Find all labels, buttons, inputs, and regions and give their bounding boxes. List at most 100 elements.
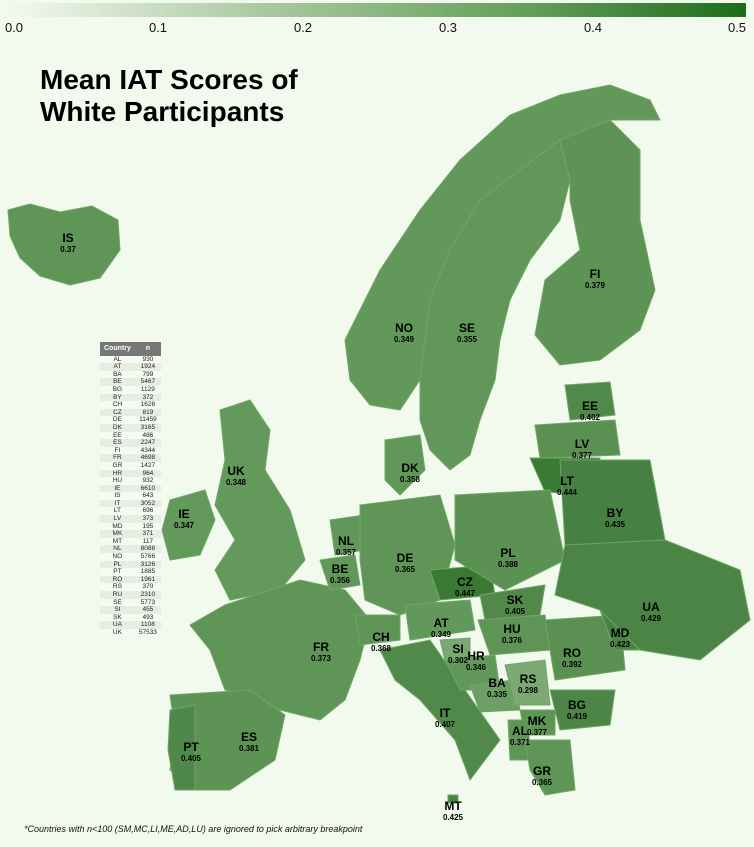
- table-row: EE 486: [100, 431, 161, 440]
- table-cell-n: 3165: [134, 423, 161, 432]
- table-row: SE 5773: [100, 598, 161, 607]
- table-row: SI 455: [100, 606, 161, 614]
- table-cell-country: CZ: [100, 408, 135, 417]
- table-cell-n: 4344: [134, 446, 161, 455]
- country-code: HR: [467, 649, 485, 663]
- country-label-mk: MK 0.377: [526, 715, 548, 738]
- country-value: 0.407: [434, 720, 456, 729]
- table-row: SK 493: [100, 613, 161, 622]
- country-value: 0.377: [526, 728, 548, 737]
- table-cell-country: LV: [100, 515, 135, 523]
- region-EE: [564, 381, 616, 421]
- country-label-at: AT 0.349: [431, 616, 451, 640]
- table-row: BE 5467: [100, 378, 161, 386]
- region-GR: [524, 739, 576, 796]
- country-value: 0.419: [566, 712, 588, 721]
- table-cell-country: PL: [100, 560, 135, 569]
- country-code: PL: [500, 546, 516, 560]
- country-label-nl: NL 0.357: [336, 535, 356, 558]
- table-row: PL 3126: [100, 560, 161, 569]
- table-cell-n: 8088: [134, 545, 161, 554]
- country-value: 0.388: [497, 560, 519, 569]
- country-label-pt: PT 0.405: [180, 741, 202, 764]
- country-code: UA: [642, 600, 660, 614]
- country-value: 0.346: [465, 663, 487, 672]
- country-code: GR: [533, 764, 551, 778]
- table-cell-n: 57533: [134, 628, 161, 637]
- table-row: HU 932: [100, 477, 161, 485]
- table-row: RO 1961: [100, 575, 161, 584]
- country-label-es: ES 0.381: [239, 731, 259, 754]
- table-cell-n: 486: [134, 431, 161, 440]
- table-row: AL 930: [100, 355, 161, 364]
- country-label-ro: RO 0.392: [562, 647, 582, 670]
- table-cell-country: BE: [100, 378, 135, 386]
- country-value: 0.37: [60, 245, 76, 254]
- country-code: IT: [439, 706, 451, 720]
- region-UK: [214, 399, 306, 601]
- table-cell-country: RO: [100, 575, 135, 584]
- country-value: 0.435: [604, 520, 626, 529]
- table-cell-country: DK: [100, 423, 135, 432]
- table-row: LT 696: [100, 507, 161, 516]
- table-row: LV 373: [100, 515, 161, 523]
- country-code: SK: [506, 593, 524, 607]
- region-IE: [161, 489, 216, 561]
- country-label-cz: CZ 0.447: [455, 576, 475, 599]
- table-row: BY 372: [100, 393, 161, 402]
- country-label-md: MD 0.423: [610, 627, 630, 650]
- table-cell-n: 1924: [134, 363, 161, 371]
- table-cell-country: NO: [100, 553, 135, 561]
- table-cell-country: BA: [100, 370, 135, 379]
- country-code: BY: [606, 506, 624, 520]
- country-label-gr: GR 0.365: [532, 764, 552, 788]
- country-value: 0.379: [584, 281, 606, 290]
- table-row: DE 11459: [100, 416, 161, 424]
- country-value: 0.425: [442, 813, 464, 822]
- country-label-al: AL 0.371: [510, 725, 530, 748]
- table-row: AT 1924: [100, 363, 161, 371]
- country-value: 0.405: [180, 754, 202, 763]
- country-label-pl: PL 0.388: [497, 546, 519, 570]
- country-label-by: BY 0.435: [604, 506, 626, 530]
- table-cell-country: FR: [100, 454, 135, 462]
- table-cell-n: 3126: [134, 560, 161, 569]
- scale-tick-label: 0.5: [727, 20, 747, 35]
- table-row: MD 195: [100, 522, 161, 531]
- country-code: IS: [62, 231, 74, 245]
- table-cell-n: 799: [134, 370, 161, 379]
- region-RS: [504, 659, 551, 706]
- table-cell-country: SE: [100, 598, 135, 607]
- country-code: DK: [401, 461, 419, 475]
- country-value: 0.405: [504, 607, 526, 616]
- table-cell-country: SI: [100, 606, 135, 614]
- country-label-si: SI 0.302: [448, 643, 468, 666]
- table-cell-country: UA: [100, 621, 135, 629]
- country-value: 0.335: [486, 690, 508, 699]
- country-value: 0.365: [394, 565, 416, 574]
- scale-tick-label: 0.4: [583, 20, 603, 35]
- table-cell-n: 1961: [134, 575, 161, 584]
- table-cell-n: 1427: [134, 461, 161, 470]
- country-value: 0.358: [399, 475, 421, 484]
- table-cell-country: PT: [100, 568, 135, 576]
- country-code: RS: [519, 672, 537, 686]
- table-row: IT 3052: [100, 499, 161, 508]
- table-cell-n: 372: [134, 393, 161, 402]
- country-label-is: IS 0.37: [60, 231, 76, 255]
- table-cell-n: 370: [134, 583, 161, 591]
- table-cell-country: DE: [100, 416, 135, 424]
- country-value: 0.355: [456, 335, 478, 344]
- country-code: BE: [331, 562, 349, 576]
- table-cell-n: 1108: [134, 621, 161, 629]
- country-code: BA: [488, 676, 506, 690]
- table-cell-n: 964: [134, 469, 161, 478]
- country-code: AT: [433, 616, 449, 630]
- country-value: 0.347: [173, 521, 195, 530]
- country-value: 0.298: [517, 686, 539, 695]
- table-cell-n: 5766: [134, 553, 161, 561]
- title-line-1: Mean IAT Scores of: [40, 64, 298, 95]
- country-label-de: DE 0.365: [394, 552, 416, 575]
- country-label-uk: UK 0.348: [226, 465, 246, 488]
